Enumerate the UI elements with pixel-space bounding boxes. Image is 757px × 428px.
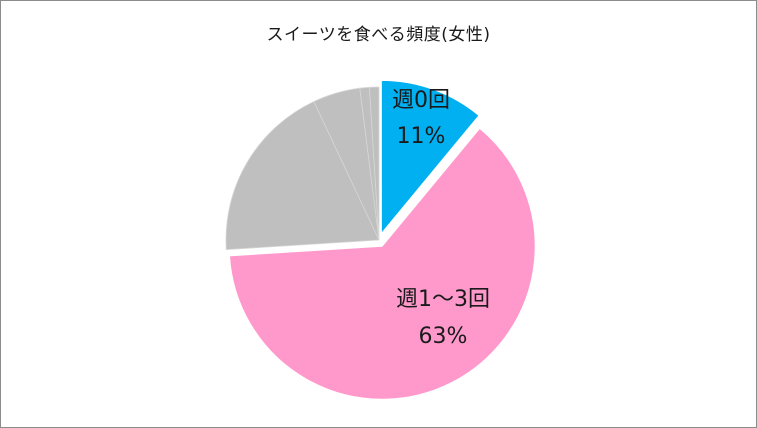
pie-slice-2 xyxy=(225,101,380,251)
slice-label-0: 週0回 xyxy=(392,88,450,113)
slice-value-label-1: 63% xyxy=(419,324,468,349)
chart-title: スイーツを食べる頻度(女性) xyxy=(266,25,491,45)
pie-slice-5 xyxy=(368,86,380,241)
pie-slice-1 xyxy=(228,127,536,400)
pie-slice-0 xyxy=(380,79,480,235)
slice-label-1: 週1～3回 xyxy=(396,287,490,312)
slice-value-label-0: 11% xyxy=(397,124,446,149)
